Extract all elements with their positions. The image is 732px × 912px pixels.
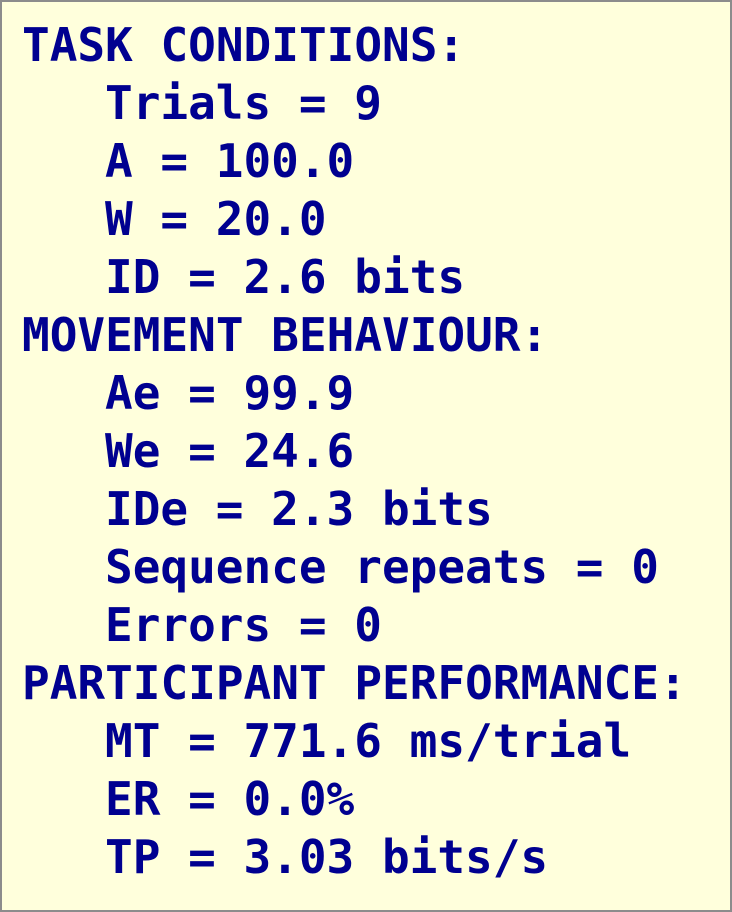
section-item: IDe = 2.3 bits: [105, 482, 493, 536]
section-heading: PARTICIPANT PERFORMANCE:: [22, 656, 687, 710]
section-item: We = 24.6: [105, 424, 355, 478]
section-item: ER = 0.0%: [105, 772, 355, 826]
section-item: Ae = 99.9: [105, 366, 355, 420]
section-item: Errors = 0: [105, 598, 382, 652]
section-heading: TASK CONDITIONS:: [22, 18, 466, 72]
section-item: Sequence repeats = 0: [105, 540, 659, 594]
section-heading: MOVEMENT BEHAVIOUR:: [22, 308, 549, 362]
section-item: W = 20.0: [105, 192, 327, 246]
section-item: Trials = 9: [105, 76, 382, 130]
section-item: ID = 2.6 bits: [105, 250, 466, 304]
section-item: MT = 771.6 ms/trial: [105, 714, 632, 768]
section-item: A = 100.0: [105, 134, 355, 188]
section-item: TP = 3.03 bits/s: [105, 830, 549, 884]
